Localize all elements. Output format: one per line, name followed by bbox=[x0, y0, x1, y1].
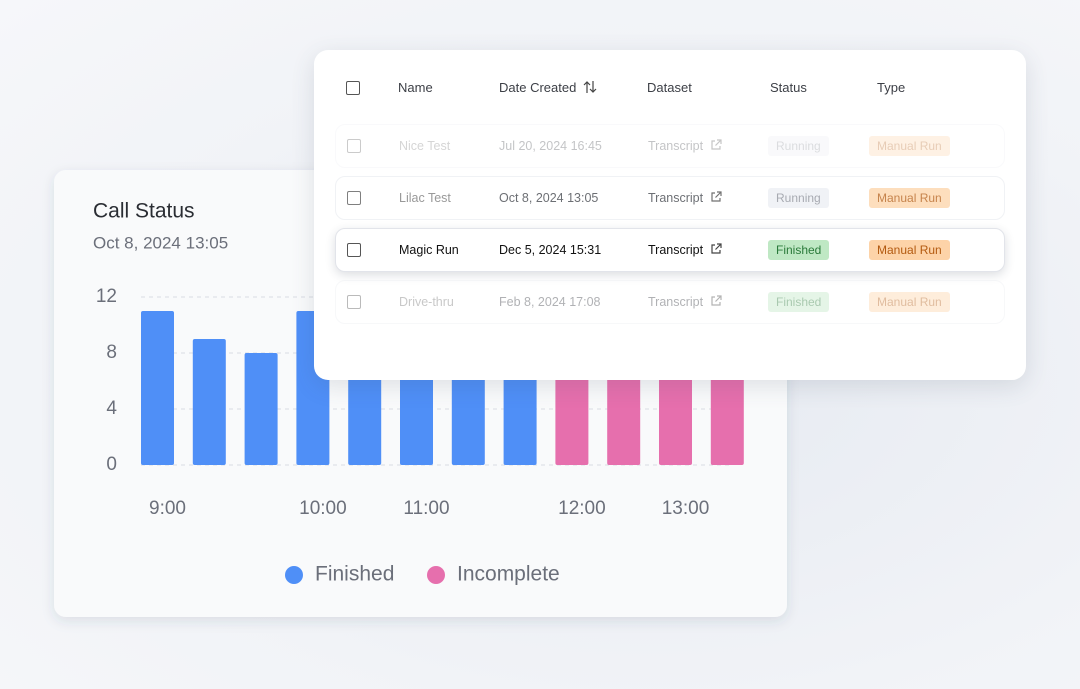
checkbox[interactable] bbox=[346, 81, 360, 95]
type-badge: Manual Run bbox=[869, 136, 950, 156]
bar bbox=[141, 311, 174, 465]
status-badge: Running bbox=[768, 188, 829, 208]
table-row[interactable]: Nice Test Jul 20, 2024 16:45 Transcript Run… bbox=[335, 124, 1005, 168]
dataset-link[interactable]: Transcript bbox=[648, 191, 704, 205]
x-tick-label: 10:00 bbox=[299, 498, 347, 519]
dataset-link[interactable]: Transcript bbox=[648, 295, 704, 309]
name-cell: Nice Test bbox=[399, 139, 451, 153]
date-cell: Dec 5, 2024 15:31 bbox=[499, 243, 602, 257]
header-cell[interactable]: Type bbox=[877, 80, 906, 95]
type-cell: Manual Run bbox=[869, 229, 950, 271]
chart-subtitle: Oct 8, 2024 13:05 bbox=[93, 233, 228, 252]
name-cell: Magic Run bbox=[399, 243, 459, 257]
header-cell[interactable]: Date Created bbox=[499, 66, 597, 110]
status-badge: Running bbox=[768, 136, 829, 156]
x-tick-label: 12:00 bbox=[558, 498, 606, 519]
bar bbox=[192, 339, 226, 465]
checkbox[interactable] bbox=[347, 139, 361, 153]
type-cell: Manual Run bbox=[869, 177, 950, 219]
y-tick-label: 12 bbox=[96, 286, 117, 307]
x-tick-label: 13:00 bbox=[662, 498, 710, 519]
sort-icon bbox=[583, 81, 597, 93]
x-tick-label: 11:00 bbox=[403, 498, 449, 519]
type-cell: Manual Run bbox=[869, 281, 950, 323]
dataset-link[interactable]: Transcript bbox=[648, 139, 704, 153]
chart-title: Call Status bbox=[93, 200, 195, 223]
legend-marker bbox=[427, 566, 445, 584]
external-link-icon bbox=[711, 191, 722, 202]
header-cell[interactable]: Dataset bbox=[647, 80, 692, 95]
dataset-cell[interactable]: Transcript bbox=[648, 177, 722, 219]
dataset-cell[interactable]: Transcript bbox=[648, 125, 722, 167]
name-cell: Lilac Test bbox=[399, 191, 451, 205]
header-cell[interactable]: Name bbox=[398, 80, 433, 95]
table-row[interactable]: Lilac Test Oct 8, 2024 13:05 Transcript Run… bbox=[335, 176, 1005, 220]
y-tick-label: 0 bbox=[106, 454, 117, 475]
status-cell: Running bbox=[768, 125, 829, 167]
x-tick-label: 9:00 bbox=[149, 498, 186, 519]
external-link-icon bbox=[711, 139, 722, 150]
y-tick-label: 8 bbox=[106, 342, 117, 363]
table-header: Name Date Created Dataset Status Type bbox=[335, 66, 1005, 110]
dataset-cell[interactable]: Transcript bbox=[648, 229, 722, 271]
name-cell: Drive-thru bbox=[399, 295, 454, 309]
table-row[interactable]: Magic Run Dec 5, 2024 15:31 Transcript Fini… bbox=[335, 228, 1005, 272]
status-cell: Finished bbox=[768, 281, 830, 323]
status-badge: Finished bbox=[768, 292, 830, 312]
table-card: Name Date Created Dataset Status Type Ni… bbox=[314, 50, 1026, 380]
checkbox[interactable] bbox=[347, 243, 361, 257]
legend-marker bbox=[285, 566, 303, 584]
type-cell: Manual Run bbox=[869, 125, 950, 167]
legend-label: Finished bbox=[315, 563, 394, 586]
external-link-icon bbox=[711, 295, 722, 306]
date-cell: Jul 20, 2024 16:45 bbox=[499, 139, 602, 153]
date-cell: Oct 8, 2024 13:05 bbox=[499, 191, 599, 205]
header-text: Date Created bbox=[499, 80, 577, 95]
external-link-icon bbox=[711, 243, 722, 254]
dataset-link[interactable]: Transcript bbox=[648, 243, 704, 257]
status-cell: Finished bbox=[768, 229, 830, 271]
y-tick-label: 4 bbox=[106, 398, 117, 419]
bar bbox=[555, 353, 589, 465]
status-badge: Finished bbox=[768, 240, 830, 260]
table-row[interactable]: Drive-thru Feb 8, 2024 17:08 Transcript Fin… bbox=[335, 280, 1005, 324]
status-cell: Running bbox=[768, 177, 829, 219]
type-badge: Manual Run bbox=[869, 240, 950, 260]
type-badge: Manual Run bbox=[869, 188, 950, 208]
checkbox[interactable] bbox=[347, 295, 361, 309]
bar bbox=[244, 353, 278, 465]
date-cell: Feb 8, 2024 17:08 bbox=[499, 295, 601, 309]
legend-label: Incomplete bbox=[457, 563, 560, 586]
dataset-cell[interactable]: Transcript bbox=[648, 281, 722, 323]
type-badge: Manual Run bbox=[869, 292, 950, 312]
header-cell[interactable]: Status bbox=[770, 80, 807, 95]
checkbox[interactable] bbox=[347, 191, 361, 205]
bar bbox=[710, 367, 744, 465]
